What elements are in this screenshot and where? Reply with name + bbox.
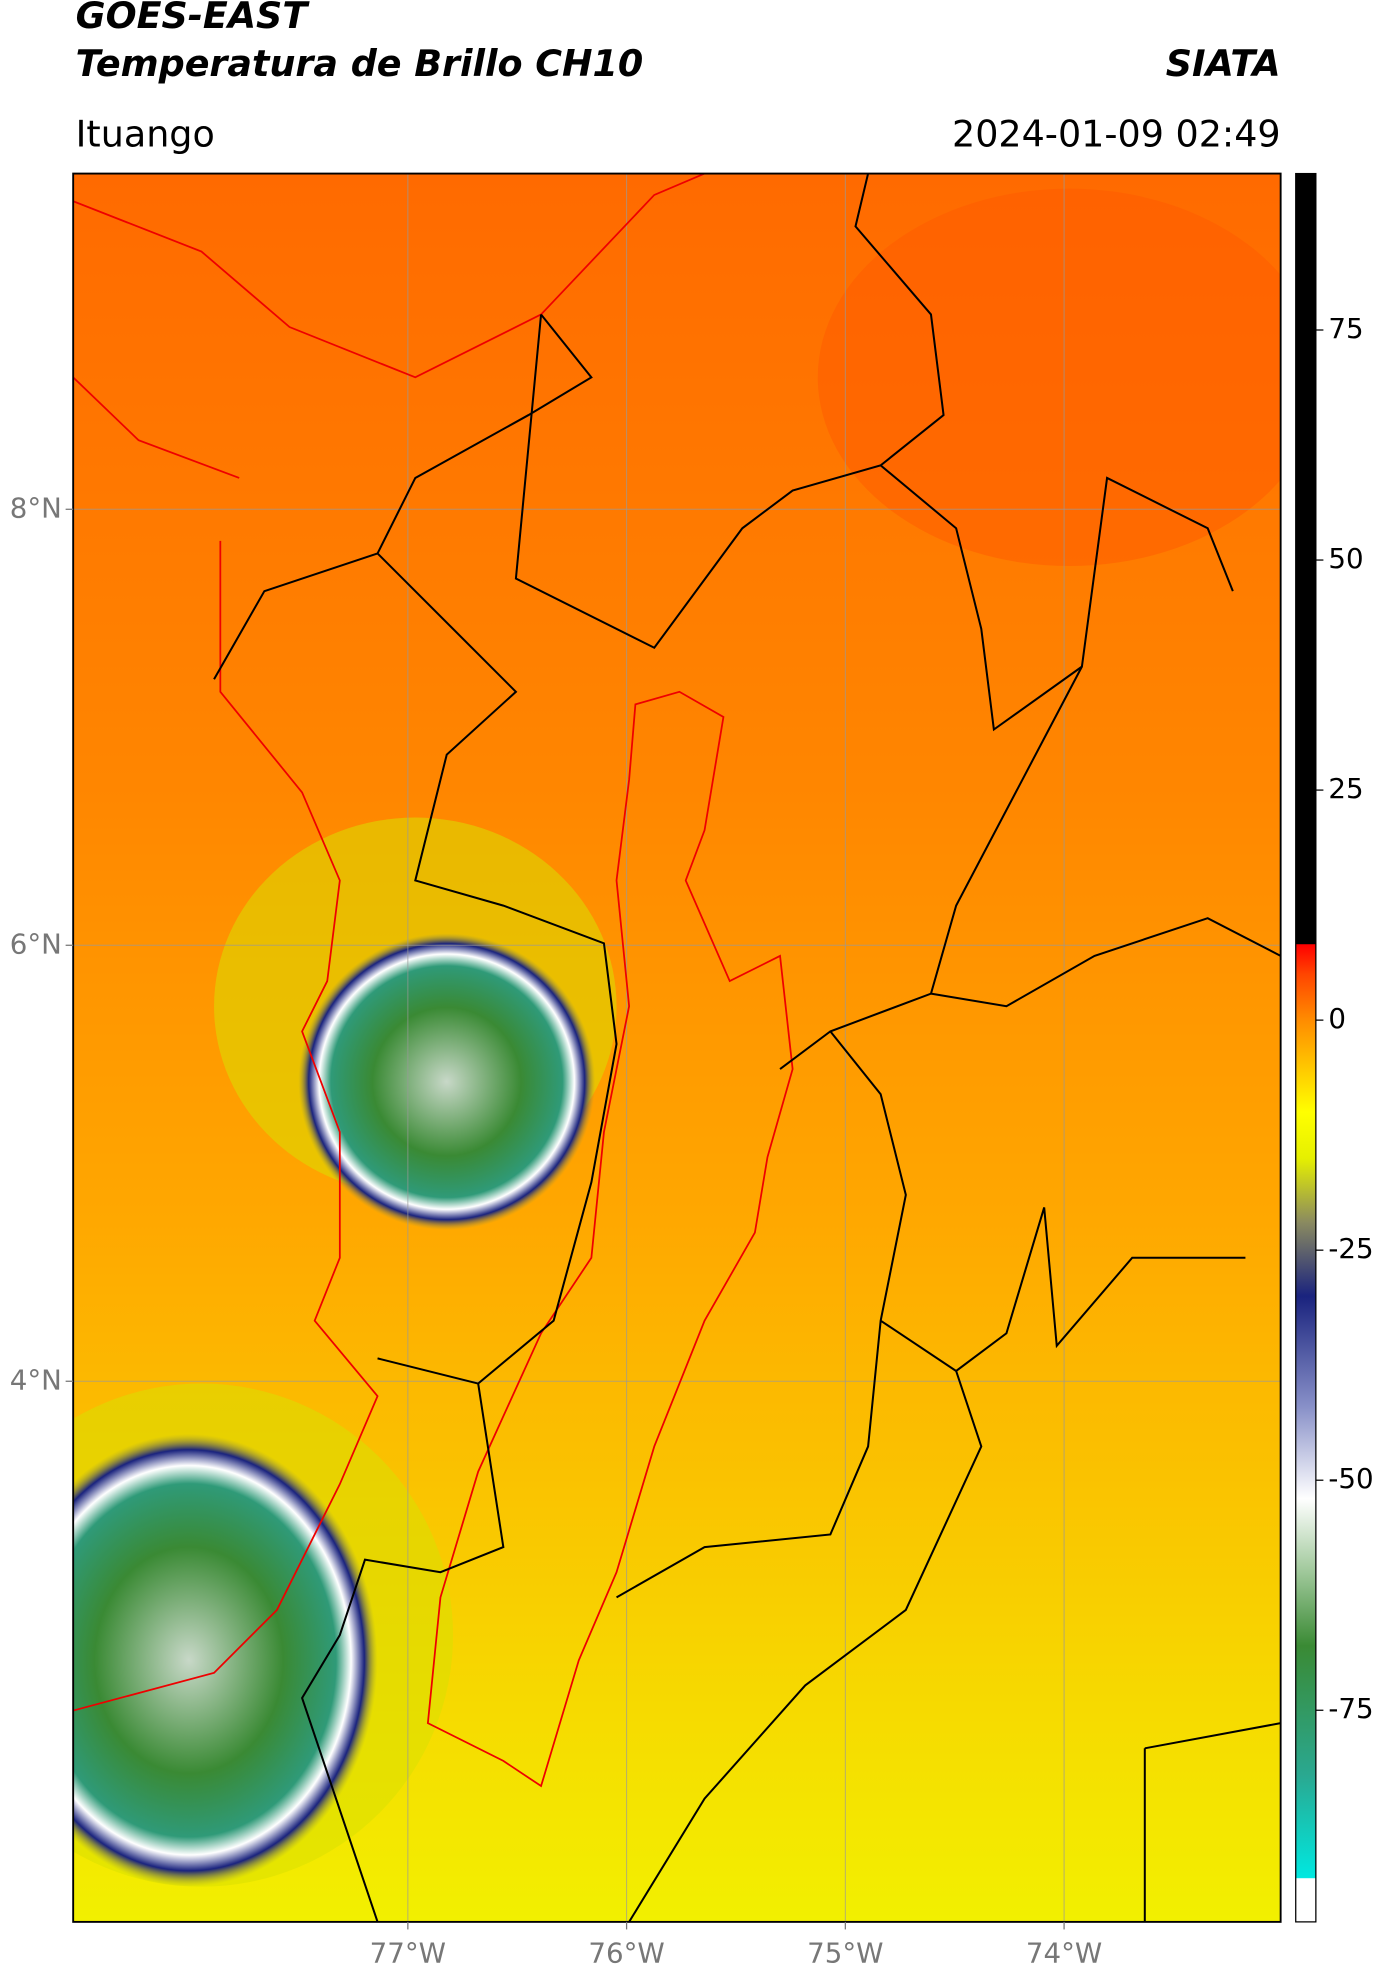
colorbar-tick-label: -25 (1328, 1232, 1373, 1265)
brand: SIATA (1166, 42, 1281, 85)
ituango-region (426, 690, 794, 1788)
map-frame (72, 172, 1282, 1923)
lon-tick-label: 76°W (588, 1937, 664, 1970)
coastline (73, 173, 705, 1712)
graticule (73, 173, 1281, 1922)
timestamp: 2024-01-09 02:49 (952, 112, 1281, 155)
map-image (73, 173, 1281, 1922)
title: GOES-EAST (76, 0, 311, 37)
colorbar-tick-label: 75 (1328, 312, 1363, 345)
lat-tick-label: 6°N (10, 927, 62, 960)
location: Ituango (76, 112, 215, 155)
cloud-cell (298, 933, 596, 1231)
warm-area (817, 188, 1281, 566)
cloud-cell (73, 1433, 378, 1887)
lat-tick-label: 8°N (10, 491, 62, 524)
subtitle: Temperatura de Brillo CH10 (76, 42, 644, 85)
lon-tick-label: 77°W (370, 1937, 446, 1970)
lon-tick-label: 74°W (1026, 1937, 1102, 1970)
colorbar (1295, 172, 1317, 1923)
colorbar-tick-label: 50 (1328, 542, 1363, 575)
colorbar-tick-label: 0 (1328, 1002, 1346, 1035)
lon-tick-label: 75°W (807, 1937, 883, 1970)
colorbar-tick-label: 25 (1328, 772, 1363, 805)
lat-tick-label: 4°N (10, 1363, 62, 1396)
department-border (213, 173, 1281, 1922)
colorbar-tick-label: -50 (1328, 1462, 1373, 1495)
colorbar-tick-label: -75 (1328, 1692, 1373, 1725)
